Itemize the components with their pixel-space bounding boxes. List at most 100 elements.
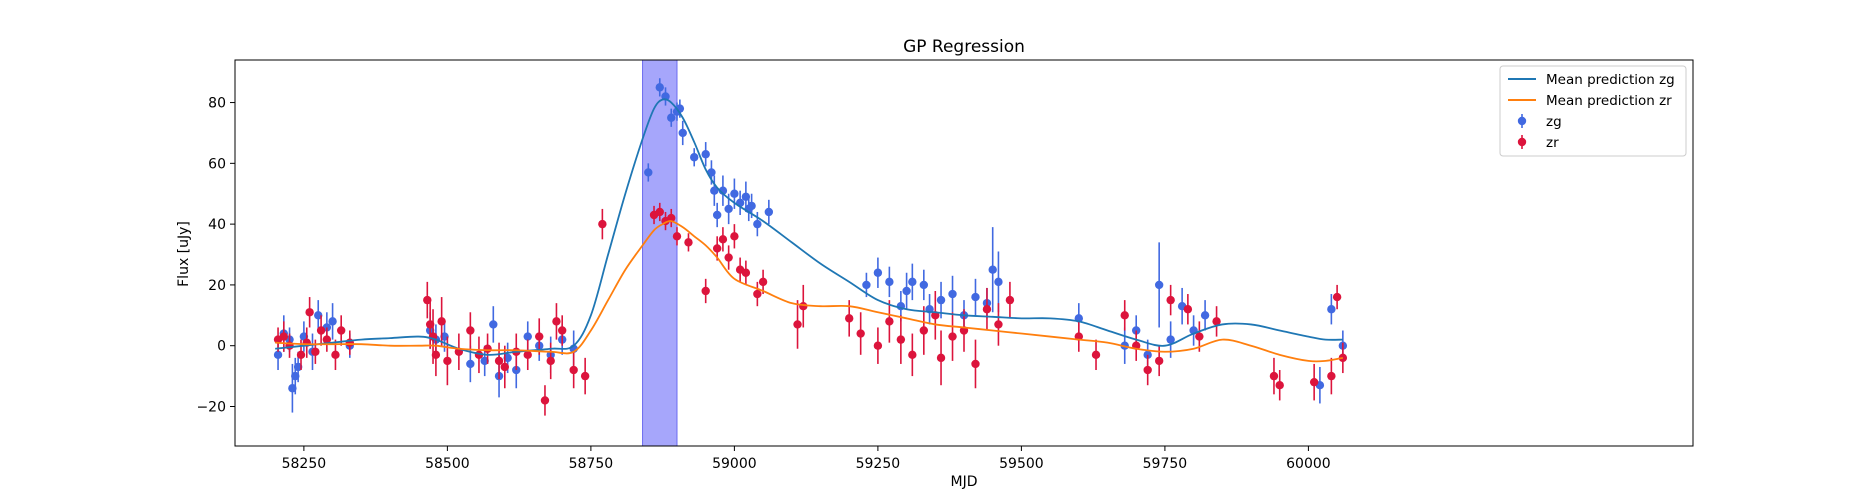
- data-point-zr: [885, 317, 894, 326]
- axes-frame: [234, 59, 1694, 447]
- data-point-zr: [311, 347, 320, 356]
- data-point-zr: [500, 362, 509, 372]
- data-point-zr: [672, 232, 682, 241]
- series-zg-points: [273, 78, 1348, 413]
- data-point-zg: [753, 219, 762, 229]
- data-point-zg: [701, 150, 710, 159]
- data-point-zr: [1332, 292, 1342, 302]
- data-point-zr: [296, 350, 306, 360]
- data-point-zr: [896, 335, 906, 344]
- data-point-zg: [730, 189, 739, 198]
- data-point-zr: [1183, 305, 1193, 314]
- data-point-zg: [948, 289, 957, 299]
- y-axis-label: Flux [uJy]: [176, 221, 192, 287]
- data-point-zr: [936, 353, 946, 363]
- data-point-zg: [908, 277, 917, 287]
- legend-item: Mean prediction zr: [1508, 93, 1672, 109]
- legend-item: zr: [1517, 135, 1559, 151]
- legend-item: Mean prediction zg: [1508, 72, 1675, 88]
- data-point-zr: [466, 326, 475, 335]
- data-point-zg: [988, 265, 997, 274]
- line-mean-prediction-zr: [275, 220, 1344, 363]
- data-point-zr: [873, 341, 883, 350]
- data-point-zr: [758, 277, 768, 287]
- data-point-zr: [919, 326, 929, 335]
- data-point-zr: [540, 396, 550, 405]
- data-point-zg: [466, 359, 475, 369]
- data-point-zr: [336, 326, 346, 335]
- data-point-zr: [1309, 377, 1319, 387]
- chart-title: GP Regression: [903, 37, 1025, 57]
- data-point-zr: [1005, 295, 1015, 305]
- data-point-zr: [856, 329, 865, 338]
- data-point-zr: [730, 232, 739, 241]
- data-point-zg: [644, 168, 653, 177]
- data-point-zr: [557, 326, 567, 335]
- y-tick-label: 20: [208, 278, 226, 294]
- plot-area: 58250 58500 58750 59000 59250 59500 59750 60000…: [196, 59, 1694, 472]
- data-point-zr: [431, 350, 441, 360]
- legend-marker-swatch: [1517, 116, 1527, 126]
- data-point-zg: [523, 332, 532, 341]
- data-point-zr: [546, 356, 555, 366]
- data-point-zr: [753, 289, 762, 299]
- data-point-zr: [598, 219, 607, 229]
- x-tick-label: 59000: [712, 456, 757, 472]
- legend-marker-swatch: [1517, 137, 1527, 147]
- line-mean-prediction-zg: [275, 98, 1343, 356]
- legend-label: zg: [1546, 114, 1562, 130]
- data-point-zr: [1195, 332, 1204, 341]
- data-point-zg: [273, 350, 283, 360]
- data-point-zr: [718, 235, 728, 244]
- data-point-zr: [1275, 381, 1284, 390]
- data-point-zg: [971, 292, 980, 302]
- legend-item: zg: [1517, 114, 1562, 130]
- data-point-zr: [552, 317, 561, 326]
- data-point-zg: [655, 83, 664, 92]
- data-point-zg: [678, 128, 687, 138]
- data-point-zr: [1143, 365, 1152, 375]
- data-point-zg: [489, 320, 498, 329]
- data-point-zr: [701, 286, 710, 296]
- data-point-zr: [279, 332, 288, 341]
- data-point-zr: [483, 344, 492, 353]
- data-point-zr: [1327, 371, 1336, 381]
- data-point-zg: [764, 207, 774, 217]
- data-point-zg: [994, 277, 1003, 287]
- data-point-zr: [437, 317, 446, 326]
- data-point-zg: [936, 295, 946, 305]
- data-point-zg: [747, 201, 756, 211]
- data-point-zg: [919, 280, 929, 290]
- data-point-zg: [1132, 326, 1141, 335]
- data-point-zg: [724, 204, 733, 214]
- data-point-zr: [1212, 317, 1221, 326]
- data-point-zg: [1327, 305, 1336, 314]
- data-point-zr: [1269, 371, 1279, 381]
- y-tick-label: 80: [208, 96, 226, 112]
- legend-label: Mean prediction zr: [1546, 93, 1672, 109]
- data-point-zr: [523, 350, 532, 360]
- data-point-zr: [494, 356, 504, 366]
- x-tick-label: 58250: [282, 456, 327, 472]
- data-point-zr: [1154, 356, 1164, 366]
- series-zr-points: [273, 202, 1348, 416]
- x-tick-label: 59500: [999, 456, 1044, 472]
- data-point-zr: [994, 320, 1003, 329]
- data-point-zr: [712, 244, 722, 253]
- data-point-zr: [908, 350, 917, 360]
- y-tick-label: 0: [217, 339, 226, 355]
- data-point-zr: [844, 314, 854, 323]
- y-tick-label: 40: [208, 217, 226, 233]
- data-point-zg: [873, 268, 883, 277]
- data-point-zr: [316, 326, 326, 335]
- data-point-zr: [1091, 350, 1101, 360]
- legend-box: [1499, 65, 1687, 157]
- y-tick-label: 60: [208, 156, 226, 172]
- data-point-zg: [862, 280, 871, 290]
- x-tick-label: 59750: [1143, 456, 1188, 472]
- data-point-zg: [690, 153, 699, 162]
- x-tick-label: 58500: [425, 456, 470, 472]
- data-point-zg: [1200, 311, 1210, 320]
- y-tick-label: −20: [196, 399, 226, 415]
